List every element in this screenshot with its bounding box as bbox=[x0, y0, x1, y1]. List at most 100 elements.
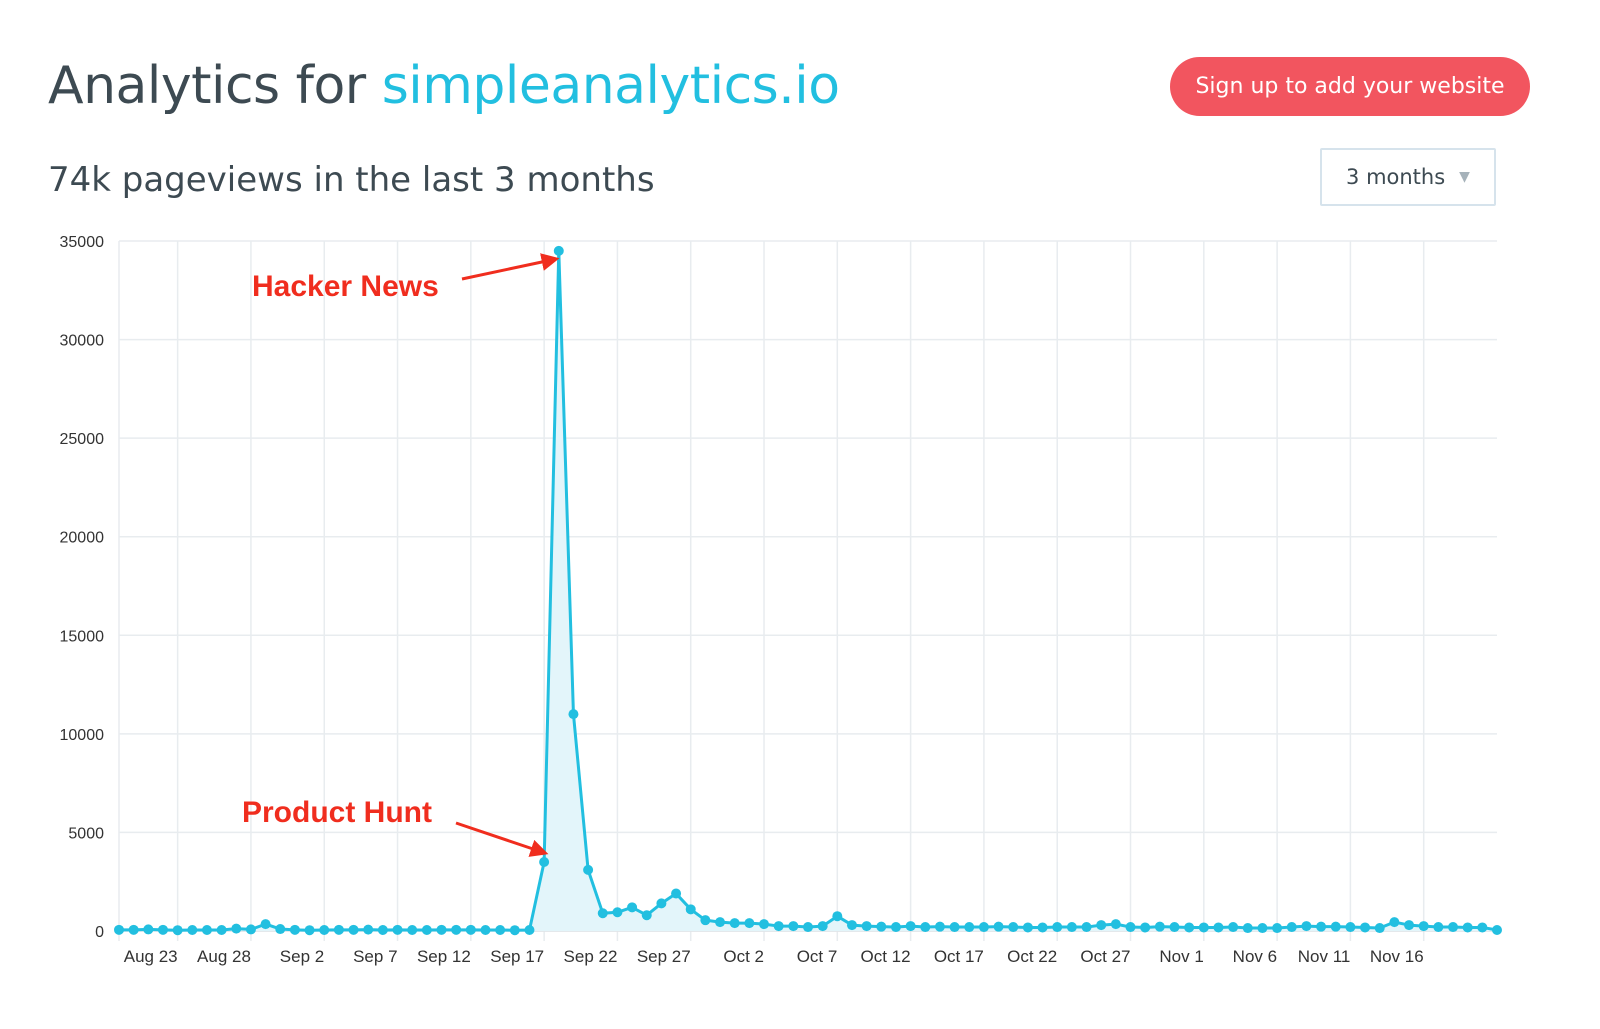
data-point bbox=[1140, 922, 1151, 933]
data-point bbox=[1242, 923, 1253, 934]
annotation-label: Product Hunt bbox=[242, 796, 432, 829]
x-tick-label: Oct 12 bbox=[861, 947, 911, 966]
data-point bbox=[1286, 922, 1297, 933]
x-axis-labels: Aug 23 Aug 28 Sep 2 Sep 7 Sep 12 Sep 17 Sep 22… bbox=[124, 947, 1424, 966]
data-point bbox=[524, 925, 535, 936]
y-tick-label: 25000 bbox=[60, 431, 105, 448]
data-point bbox=[1389, 917, 1400, 928]
data-point bbox=[759, 919, 770, 930]
x-tick-label: Sep 22 bbox=[564, 947, 618, 966]
chevron-down-icon: ▼ bbox=[1459, 169, 1470, 185]
data-point bbox=[700, 915, 711, 926]
data-point bbox=[1257, 923, 1268, 934]
data-point bbox=[1433, 922, 1444, 933]
x-tick-label: Nov 6 bbox=[1233, 947, 1277, 966]
x-tick-label: Oct 7 bbox=[797, 947, 838, 966]
data-point bbox=[685, 904, 696, 915]
data-point bbox=[539, 857, 550, 867]
data-point bbox=[128, 924, 139, 935]
data-point bbox=[890, 922, 901, 933]
data-point bbox=[656, 898, 667, 909]
data-point bbox=[1374, 923, 1385, 934]
data-point bbox=[319, 925, 330, 936]
data-point bbox=[715, 917, 726, 928]
data-point bbox=[920, 922, 931, 933]
data-point bbox=[495, 925, 506, 936]
data-point bbox=[788, 921, 799, 932]
data-point bbox=[304, 925, 315, 936]
page-title: Analytics for simpleanalytics.io bbox=[48, 56, 840, 116]
data-point bbox=[1169, 922, 1180, 933]
data-point bbox=[392, 924, 403, 935]
data-point bbox=[627, 902, 638, 913]
data-point bbox=[1345, 922, 1356, 933]
data-point bbox=[1213, 922, 1224, 933]
data-point bbox=[1081, 922, 1092, 933]
y-axis-labels: 0 5000 10000 15000 20000 25000 30000 35000 bbox=[60, 234, 105, 941]
data-point bbox=[949, 922, 960, 933]
data-point bbox=[1037, 922, 1048, 933]
data-point bbox=[1228, 922, 1239, 933]
x-tick-label: Sep 12 bbox=[417, 947, 471, 966]
x-tick-label: Oct 17 bbox=[934, 947, 984, 966]
data-point bbox=[1360, 922, 1371, 933]
data-point bbox=[1404, 920, 1415, 931]
data-point bbox=[509, 925, 520, 936]
x-tick-label: Sep 17 bbox=[490, 947, 544, 966]
annotation-arrow bbox=[455, 821, 549, 857]
site-name-link[interactable]: simpleanalytics.io bbox=[381, 56, 840, 116]
data-point bbox=[1125, 922, 1136, 933]
data-point bbox=[1110, 919, 1121, 930]
data-point bbox=[157, 924, 168, 935]
range-select-value: 3 months bbox=[1346, 165, 1446, 189]
data-point bbox=[245, 924, 256, 935]
data-point bbox=[1184, 922, 1195, 933]
data-point bbox=[1198, 922, 1209, 933]
annotations: Hacker News Product Hunt bbox=[242, 253, 560, 857]
data-point bbox=[377, 925, 388, 936]
data-point bbox=[817, 921, 828, 932]
data-point bbox=[436, 924, 447, 935]
data-point bbox=[1066, 922, 1077, 933]
data-point bbox=[451, 924, 462, 935]
data-point bbox=[1316, 921, 1327, 932]
data-point bbox=[612, 907, 623, 918]
range-select[interactable]: 3 months ▼ bbox=[1320, 148, 1496, 206]
title-prefix: Analytics for bbox=[48, 56, 366, 116]
signup-button[interactable]: Sign up to add your website bbox=[1170, 57, 1530, 116]
pageviews-summary: 74k pageviews in the last 3 months bbox=[48, 160, 655, 200]
data-point bbox=[729, 918, 740, 929]
data-point bbox=[480, 925, 491, 936]
data-point bbox=[114, 924, 124, 935]
y-tick-label: 35000 bbox=[60, 234, 105, 251]
data-point bbox=[568, 709, 579, 720]
data-point bbox=[583, 864, 594, 875]
data-point bbox=[407, 925, 418, 936]
x-tick-label: Sep 27 bbox=[637, 947, 691, 966]
data-point bbox=[597, 908, 608, 919]
data-point bbox=[1008, 922, 1019, 933]
data-point bbox=[363, 924, 374, 935]
x-tick-label: Oct 2 bbox=[723, 947, 764, 966]
x-tick-label: Aug 28 bbox=[197, 947, 251, 966]
data-point bbox=[1272, 923, 1283, 934]
data-point bbox=[934, 921, 945, 932]
x-tick-label: Oct 22 bbox=[1007, 947, 1057, 966]
y-tick-label: 20000 bbox=[60, 530, 105, 547]
data-point bbox=[832, 911, 843, 922]
y-tick-label: 15000 bbox=[60, 628, 105, 645]
data-point bbox=[333, 924, 344, 935]
data-point bbox=[1154, 921, 1165, 932]
data-point bbox=[1492, 925, 1502, 936]
data-point bbox=[905, 921, 916, 932]
annotation-arrow bbox=[461, 253, 560, 281]
data-point bbox=[993, 921, 1004, 932]
data-point bbox=[1448, 922, 1459, 933]
data-point bbox=[876, 921, 887, 932]
data-point bbox=[803, 922, 813, 933]
data-point bbox=[187, 925, 198, 936]
data-point bbox=[216, 925, 227, 936]
data-point bbox=[1462, 922, 1473, 933]
data-point bbox=[348, 924, 359, 935]
data-point bbox=[1477, 922, 1488, 933]
